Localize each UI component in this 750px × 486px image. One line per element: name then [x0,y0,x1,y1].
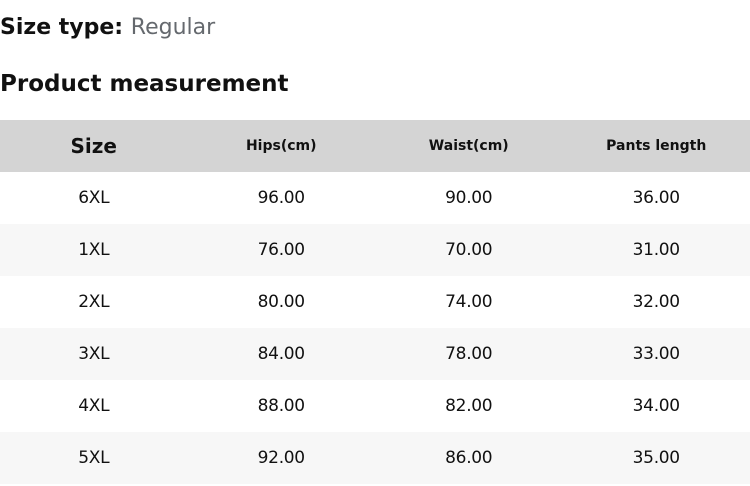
cell-hips: 92.00 [257,448,305,468]
cell-size: 1XL [78,240,110,260]
cell-size: 2XL [78,292,110,312]
column-header-waist: Waist(cm) [428,138,509,154]
section-title: Product measurement [0,71,289,97]
column-header-size: Size [70,134,117,158]
size-type-label: Size type: [0,15,124,40]
size-type-value: Regular [130,15,216,40]
cell-waist: 78.00 [445,344,493,364]
cell-size: 3XL [78,344,110,364]
cell-pants-length: 34.00 [632,396,680,416]
column-header-pants-length: Pants length [606,138,707,154]
cell-hips: 76.00 [257,240,305,260]
cell-size: 4XL [78,396,110,416]
measurement-table: Size Hips(cm) Waist(cm) Pants length 6XL… [0,120,750,484]
cell-hips: 88.00 [257,396,305,416]
cell-size: 6XL [78,188,110,208]
table-row: 1XL 76.00 70.00 31.00 [0,224,750,276]
table-header-row: Size Hips(cm) Waist(cm) Pants length [0,120,750,172]
cell-pants-length: 35.00 [632,448,680,468]
cell-pants-length: 32.00 [632,292,680,312]
cell-pants-length: 31.00 [632,240,680,260]
table-row: 5XL 92.00 86.00 35.00 [0,432,750,484]
table-row: 2XL 80.00 74.00 32.00 [0,276,750,328]
cell-waist: 86.00 [445,448,493,468]
cell-size: 5XL [78,448,110,468]
cell-waist: 82.00 [445,396,493,416]
cell-hips: 96.00 [257,188,305,208]
cell-waist: 70.00 [445,240,493,260]
table-row: 3XL 84.00 78.00 33.00 [0,328,750,380]
cell-pants-length: 33.00 [632,344,680,364]
size-type-line: Size type: Regular [0,13,750,42]
table-row: 6XL 96.00 90.00 36.00 [0,172,750,224]
table-row: 4XL 88.00 82.00 34.00 [0,380,750,432]
cell-hips: 80.00 [257,292,305,312]
cell-waist: 74.00 [445,292,493,312]
cell-hips: 84.00 [257,344,305,364]
cell-pants-length: 36.00 [632,188,680,208]
column-header-hips: Hips(cm) [245,138,317,154]
cell-waist: 90.00 [445,188,493,208]
